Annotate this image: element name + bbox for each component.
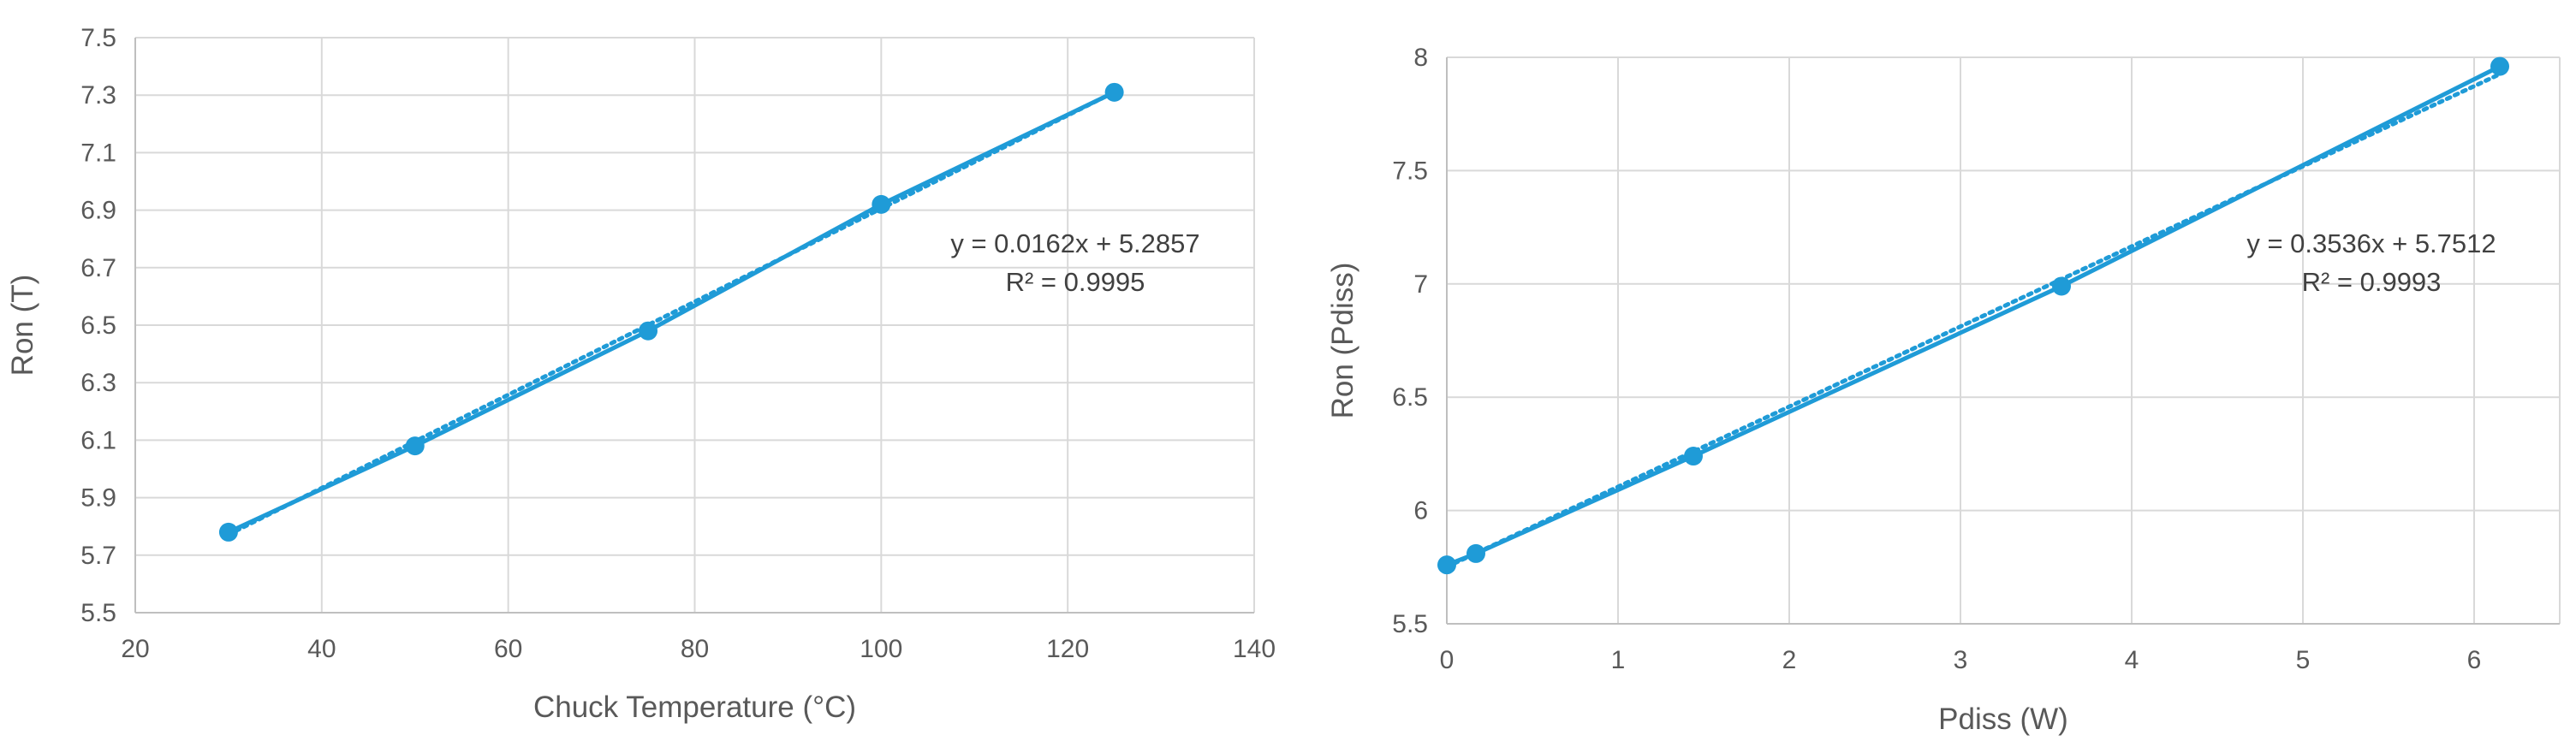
- data-point: [218, 522, 238, 542]
- trendline: [1444, 72, 2502, 569]
- x-tick-label: 5: [2296, 646, 2311, 674]
- x-axis-title: Pdiss (W): [1938, 703, 2068, 736]
- x-tick-label: 40: [307, 635, 336, 663]
- y-tick-label: 5.5: [80, 599, 116, 627]
- x-tick-label: 4: [2125, 646, 2139, 674]
- x-axis-title: Chuck Temperature (°C): [533, 691, 856, 724]
- data-point: [1104, 82, 1124, 102]
- y-tick-label: 5.9: [80, 484, 116, 513]
- y-tick-label: 6.5: [80, 311, 116, 340]
- x-tick-label: 6: [2467, 646, 2482, 674]
- y-tick-label: 6.9: [80, 197, 116, 225]
- data-point: [639, 321, 658, 341]
- y-tick-label: 7.5: [1392, 157, 1428, 185]
- chart-ron-vs-pdiss: 5.5 6 6.5 7 7.5 8 0 1 2 3 4 5 6 Pdiss (W) Ron (Pdiss) y…: [1326, 44, 2561, 736]
- y-tick-label: 7.1: [80, 139, 116, 167]
- x-tick-label: 20: [121, 635, 149, 663]
- data-point: [2052, 276, 2071, 296]
- trendline: [226, 90, 1117, 537]
- trendline-r-squared: R² = 0.9993: [2302, 267, 2442, 297]
- y-tick-label: 8: [1413, 44, 1428, 72]
- trendline-equation: y = 0.3536x + 5.7512: [2246, 228, 2496, 258]
- x-tick-label: 2: [1782, 646, 1797, 674]
- y-tick-label: 6.5: [1392, 383, 1428, 412]
- y-tick-label: 5.7: [80, 542, 116, 570]
- y-tick-label: 6.7: [80, 254, 116, 282]
- y-tick-label: 6.1: [80, 426, 116, 454]
- x-tick-label: 140: [1233, 635, 1276, 663]
- y-tick-label: 5.5: [1392, 610, 1428, 638]
- data-point: [2490, 56, 2509, 76]
- trendline-r-squared: R² = 0.9995: [1006, 267, 1145, 297]
- x-tick-label: 60: [494, 635, 522, 663]
- data-point: [1466, 543, 1485, 563]
- chart-ron-vs-temperature: 5.5 5.7 5.9 6.1 6.3 6.5 6.7 6.9 7.1 7.3 7.5 20 40 60 8…: [6, 24, 1276, 724]
- x-tick-label: 1: [1611, 646, 1626, 674]
- y-axis-title: Ron (Pdiss): [1326, 263, 1359, 419]
- data-point: [405, 436, 425, 456]
- x-tick-label: 100: [860, 635, 902, 663]
- y-tick-label: 7.5: [80, 24, 116, 52]
- trendline-equation: y = 0.0162x + 5.2857: [950, 228, 1199, 258]
- x-tick-label: 120: [1046, 635, 1089, 663]
- series-line: [1446, 64, 2502, 567]
- data-point: [1684, 447, 1703, 466]
- y-tick-label: 6.3: [80, 369, 116, 397]
- x-tick-label: 80: [681, 635, 709, 663]
- data-point: [1437, 555, 1456, 575]
- y-tick-label: 6: [1413, 497, 1428, 525]
- x-tick-label: 3: [1954, 646, 1968, 674]
- x-tick-label: 0: [1440, 646, 1455, 674]
- data-point: [872, 194, 891, 214]
- y-axis-title: Ron (T): [6, 275, 39, 376]
- y-tick-label: 7.3: [80, 81, 116, 110]
- y-tick-label: 7: [1413, 270, 1428, 299]
